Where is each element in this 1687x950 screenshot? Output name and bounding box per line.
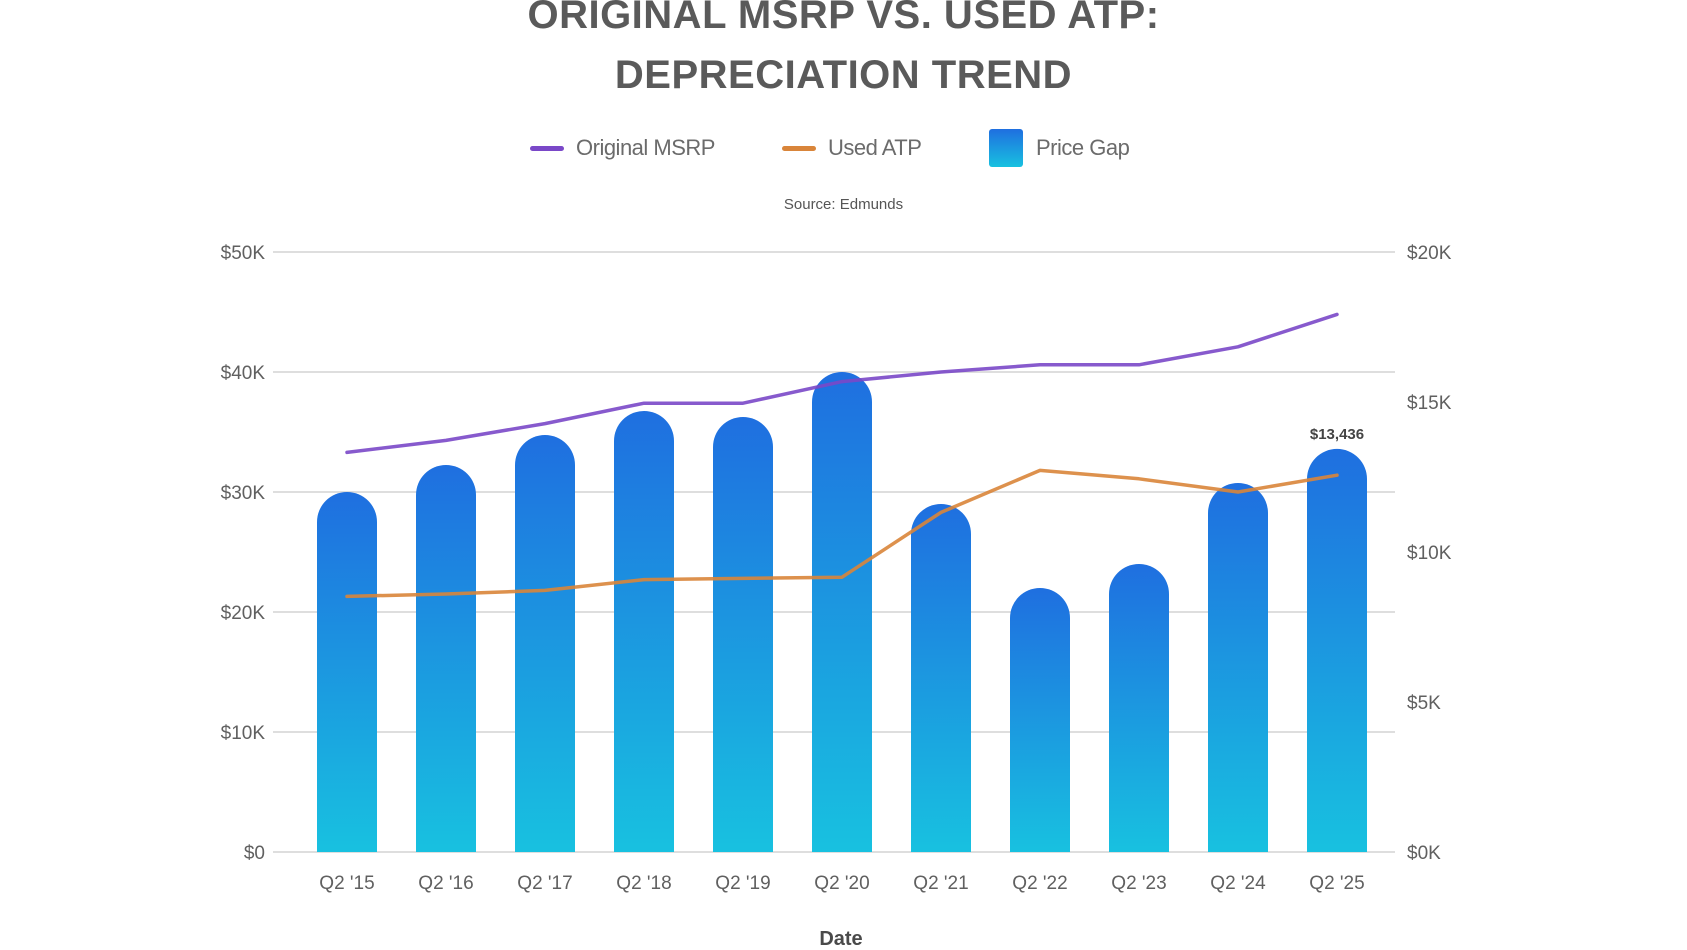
x-tick-label: Q2 '25: [1309, 873, 1364, 894]
line-original-msrp: [345, 312, 1339, 455]
x-tick-label: Q2 '17: [517, 873, 572, 894]
bar-price-gap: [1208, 483, 1268, 852]
legend-item-msrp[interactable]: Original MSRP: [530, 128, 715, 168]
chart-title-line-1: ORIGINAL MSRP VS. USED ATP:: [527, 0, 1160, 37]
chart-source: Source: Edmunds: [783, 196, 904, 213]
legend-label-msrp: Original MSRP: [576, 135, 715, 160]
bar-price-gap: [1109, 564, 1169, 852]
legend-label-atp: Used ATP: [828, 135, 922, 160]
bar-price-gap: [1010, 588, 1070, 852]
legend: Original MSRP Used ATP Price Gap: [0, 128, 1687, 168]
legend-item-atp[interactable]: Used ATP: [782, 128, 922, 168]
bar-price-gap: [812, 372, 872, 852]
bar-price-gap: [515, 435, 575, 852]
x-tick-label: Q2 '24: [1210, 873, 1266, 894]
y-axis-left: $0 $10K $20K $30K $40K $50K: [221, 243, 266, 864]
data-label-price-gap: $13,436: [1310, 426, 1364, 443]
bar-price-gap: [911, 504, 971, 852]
x-axis: Q2 '15 Q2 '16 Q2 '17 Q2 '18 Q2 '19 Q2 '20 Q2 '…: [319, 873, 1364, 894]
legend-swatch-msrp: [530, 145, 564, 151]
y-tick-label-left: $10K: [221, 723, 266, 744]
y-tick-label-left: $40K: [221, 363, 266, 384]
x-axis-title: Date: [819, 928, 862, 950]
legend-swatch-atp: [782, 145, 816, 151]
bar-price-gap: [614, 411, 674, 852]
y-tick-label-right: $5K: [1407, 693, 1441, 714]
y-tick-label-right: $15K: [1407, 393, 1452, 414]
legend-item-price-gap[interactable]: Price Gap: [989, 128, 1130, 168]
x-tick-label: Q2 '19: [715, 873, 770, 894]
x-tick-label: Q2 '21: [913, 873, 968, 894]
bars-price-gap: [317, 372, 1367, 852]
chart-title-line-2: DEPRECIATION TREND: [614, 53, 1073, 97]
bar-price-gap: [317, 492, 377, 852]
x-tick-label: Q2 '22: [1012, 873, 1067, 894]
y-tick-label-right: $0K: [1407, 843, 1441, 864]
y-tick-label-right: $10K: [1407, 543, 1452, 564]
x-tick-label: Q2 '15: [319, 873, 374, 894]
y-axis-right: $0K $5K $10K $15K $20K: [1407, 243, 1452, 864]
y-tick-label-left: $20K: [221, 603, 266, 624]
bar-price-gap: [416, 465, 476, 852]
y-tick-label-left: $50K: [221, 243, 266, 264]
legend-swatch-price-gap: [989, 129, 1023, 167]
bar-price-gap: [1307, 448, 1367, 852]
x-tick-label: Q2 '20: [814, 873, 869, 894]
x-tick-label: Q2 '16: [418, 873, 473, 894]
bar-price-gap: [713, 417, 773, 852]
lines: [345, 312, 1339, 599]
data-labels: $13,436: [1310, 426, 1364, 443]
x-tick-label: Q2 '23: [1111, 873, 1166, 894]
y-tick-label-left: $0: [244, 843, 265, 864]
line-used-atp: [345, 468, 1339, 599]
y-tick-label-left: $30K: [221, 483, 266, 504]
legend-label-price-gap: Price Gap: [1036, 135, 1130, 160]
y-tick-label-right: $20K: [1407, 243, 1452, 264]
x-tick-label: Q2 '18: [616, 873, 671, 894]
